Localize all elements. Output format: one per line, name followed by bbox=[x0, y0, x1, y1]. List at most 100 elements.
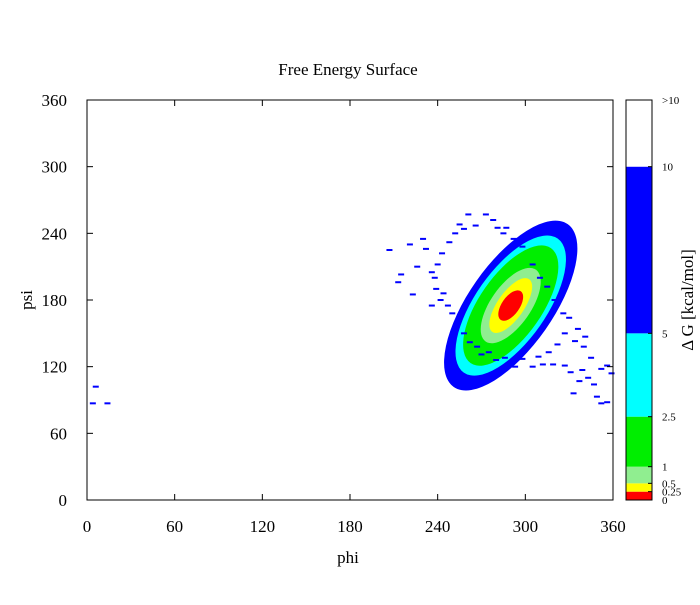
sample-point bbox=[608, 372, 615, 375]
colorbar-band bbox=[626, 416, 652, 467]
sample-point bbox=[460, 227, 467, 230]
sample-point bbox=[453, 323, 460, 326]
sample-point bbox=[572, 340, 579, 343]
sample-point bbox=[440, 292, 447, 295]
colorbar-tick-label: 1 bbox=[662, 462, 668, 474]
sample-point bbox=[560, 312, 567, 315]
sample-point bbox=[536, 276, 543, 279]
colorbar-band bbox=[626, 483, 652, 492]
y-tick-label: 60 bbox=[50, 424, 67, 443]
sample-point bbox=[386, 249, 393, 251]
sample-point bbox=[579, 369, 586, 371]
colorbar-frame bbox=[625, 99, 653, 501]
sample-point bbox=[422, 247, 429, 250]
sample-point bbox=[580, 345, 587, 348]
sample-point bbox=[428, 271, 435, 274]
sample-point bbox=[539, 363, 546, 366]
sample-point bbox=[582, 335, 589, 338]
sample-point bbox=[561, 364, 568, 367]
sample-point bbox=[501, 356, 508, 359]
colorbar-tick-label: 2.5 bbox=[662, 412, 676, 424]
sample-point bbox=[494, 226, 501, 229]
x-tick-label: 0 bbox=[83, 517, 92, 536]
plot-area bbox=[89, 213, 615, 405]
colorbar-tick-label: 0 bbox=[662, 495, 668, 507]
sample-point bbox=[449, 312, 456, 315]
sample-point bbox=[409, 293, 416, 296]
sample-point bbox=[398, 273, 405, 276]
sample-point bbox=[566, 316, 573, 319]
sample-point bbox=[544, 285, 551, 288]
colorbar-band bbox=[626, 100, 652, 167]
sample-point bbox=[593, 395, 600, 398]
sample-point bbox=[456, 223, 463, 226]
sample-point bbox=[478, 353, 485, 356]
sample-point bbox=[434, 263, 441, 266]
sample-point bbox=[588, 356, 595, 359]
y-tick-label: 360 bbox=[42, 91, 68, 110]
y-tick-label: 180 bbox=[42, 291, 68, 310]
sample-point bbox=[439, 252, 446, 255]
sample-point bbox=[482, 213, 489, 216]
sample-point bbox=[598, 402, 605, 405]
sample-point bbox=[446, 241, 453, 244]
sample-point bbox=[554, 343, 561, 346]
sample-point bbox=[550, 363, 557, 366]
contour-level-0 bbox=[498, 290, 524, 321]
colorbar-band bbox=[626, 491, 652, 500]
sample-point bbox=[104, 402, 111, 405]
sample-point bbox=[576, 380, 583, 383]
sample-point bbox=[420, 237, 427, 240]
sample-point bbox=[598, 367, 605, 370]
sample-point bbox=[474, 345, 481, 348]
colorbar-tick-label: 5 bbox=[662, 328, 668, 340]
sample-point bbox=[519, 357, 526, 360]
sample-point bbox=[567, 371, 574, 374]
sample-point bbox=[437, 299, 444, 301]
colorbar-tick-label: 0.5 bbox=[662, 478, 676, 490]
sample-point bbox=[493, 359, 500, 361]
chart-title: Free Energy Surface bbox=[278, 60, 417, 79]
x-tick-label: 360 bbox=[600, 517, 626, 536]
sample-point bbox=[428, 304, 435, 307]
y-tick-label: 0 bbox=[59, 491, 68, 510]
sample-point bbox=[406, 243, 413, 246]
colorbar-top-label: >10 bbox=[662, 95, 680, 107]
sample-point bbox=[570, 392, 577, 395]
sample-point bbox=[460, 332, 467, 335]
sample-point bbox=[466, 341, 473, 344]
sample-point bbox=[92, 385, 99, 388]
y-axis: 0 60 120 180 240 300 360 bbox=[42, 91, 613, 510]
sample-point bbox=[591, 383, 598, 386]
y-tick-label: 120 bbox=[42, 358, 68, 377]
sample-point bbox=[561, 332, 568, 335]
colorbar-band bbox=[626, 466, 652, 484]
x-tick-label: 240 bbox=[425, 517, 451, 536]
sample-point bbox=[604, 401, 611, 404]
sample-point bbox=[585, 376, 592, 379]
sample-point bbox=[472, 224, 479, 227]
sample-point bbox=[433, 287, 440, 290]
sample-point bbox=[89, 402, 96, 405]
sample-point bbox=[535, 355, 542, 358]
sample-point bbox=[431, 276, 438, 279]
colorbar-band bbox=[626, 333, 652, 417]
y-tick-label: 240 bbox=[42, 224, 68, 243]
sample-point bbox=[395, 281, 402, 284]
y-tick-label: 300 bbox=[42, 158, 68, 177]
colorbar-tick-label: 10 bbox=[662, 162, 674, 174]
x-tick-label: 300 bbox=[513, 517, 539, 536]
sample-point bbox=[485, 351, 492, 354]
sample-point bbox=[444, 304, 451, 307]
sample-point bbox=[503, 226, 510, 229]
sample-point bbox=[500, 232, 507, 235]
sample-point bbox=[465, 213, 472, 216]
sample-point bbox=[490, 219, 497, 221]
sample-point bbox=[574, 327, 581, 330]
x-tick-label: 120 bbox=[250, 517, 276, 536]
x-axis: 0 60 120 180 240 300 360 bbox=[83, 100, 626, 536]
colorbar-label: Δ G [kcal/mol] bbox=[678, 249, 697, 351]
colorbar-band bbox=[626, 166, 652, 334]
